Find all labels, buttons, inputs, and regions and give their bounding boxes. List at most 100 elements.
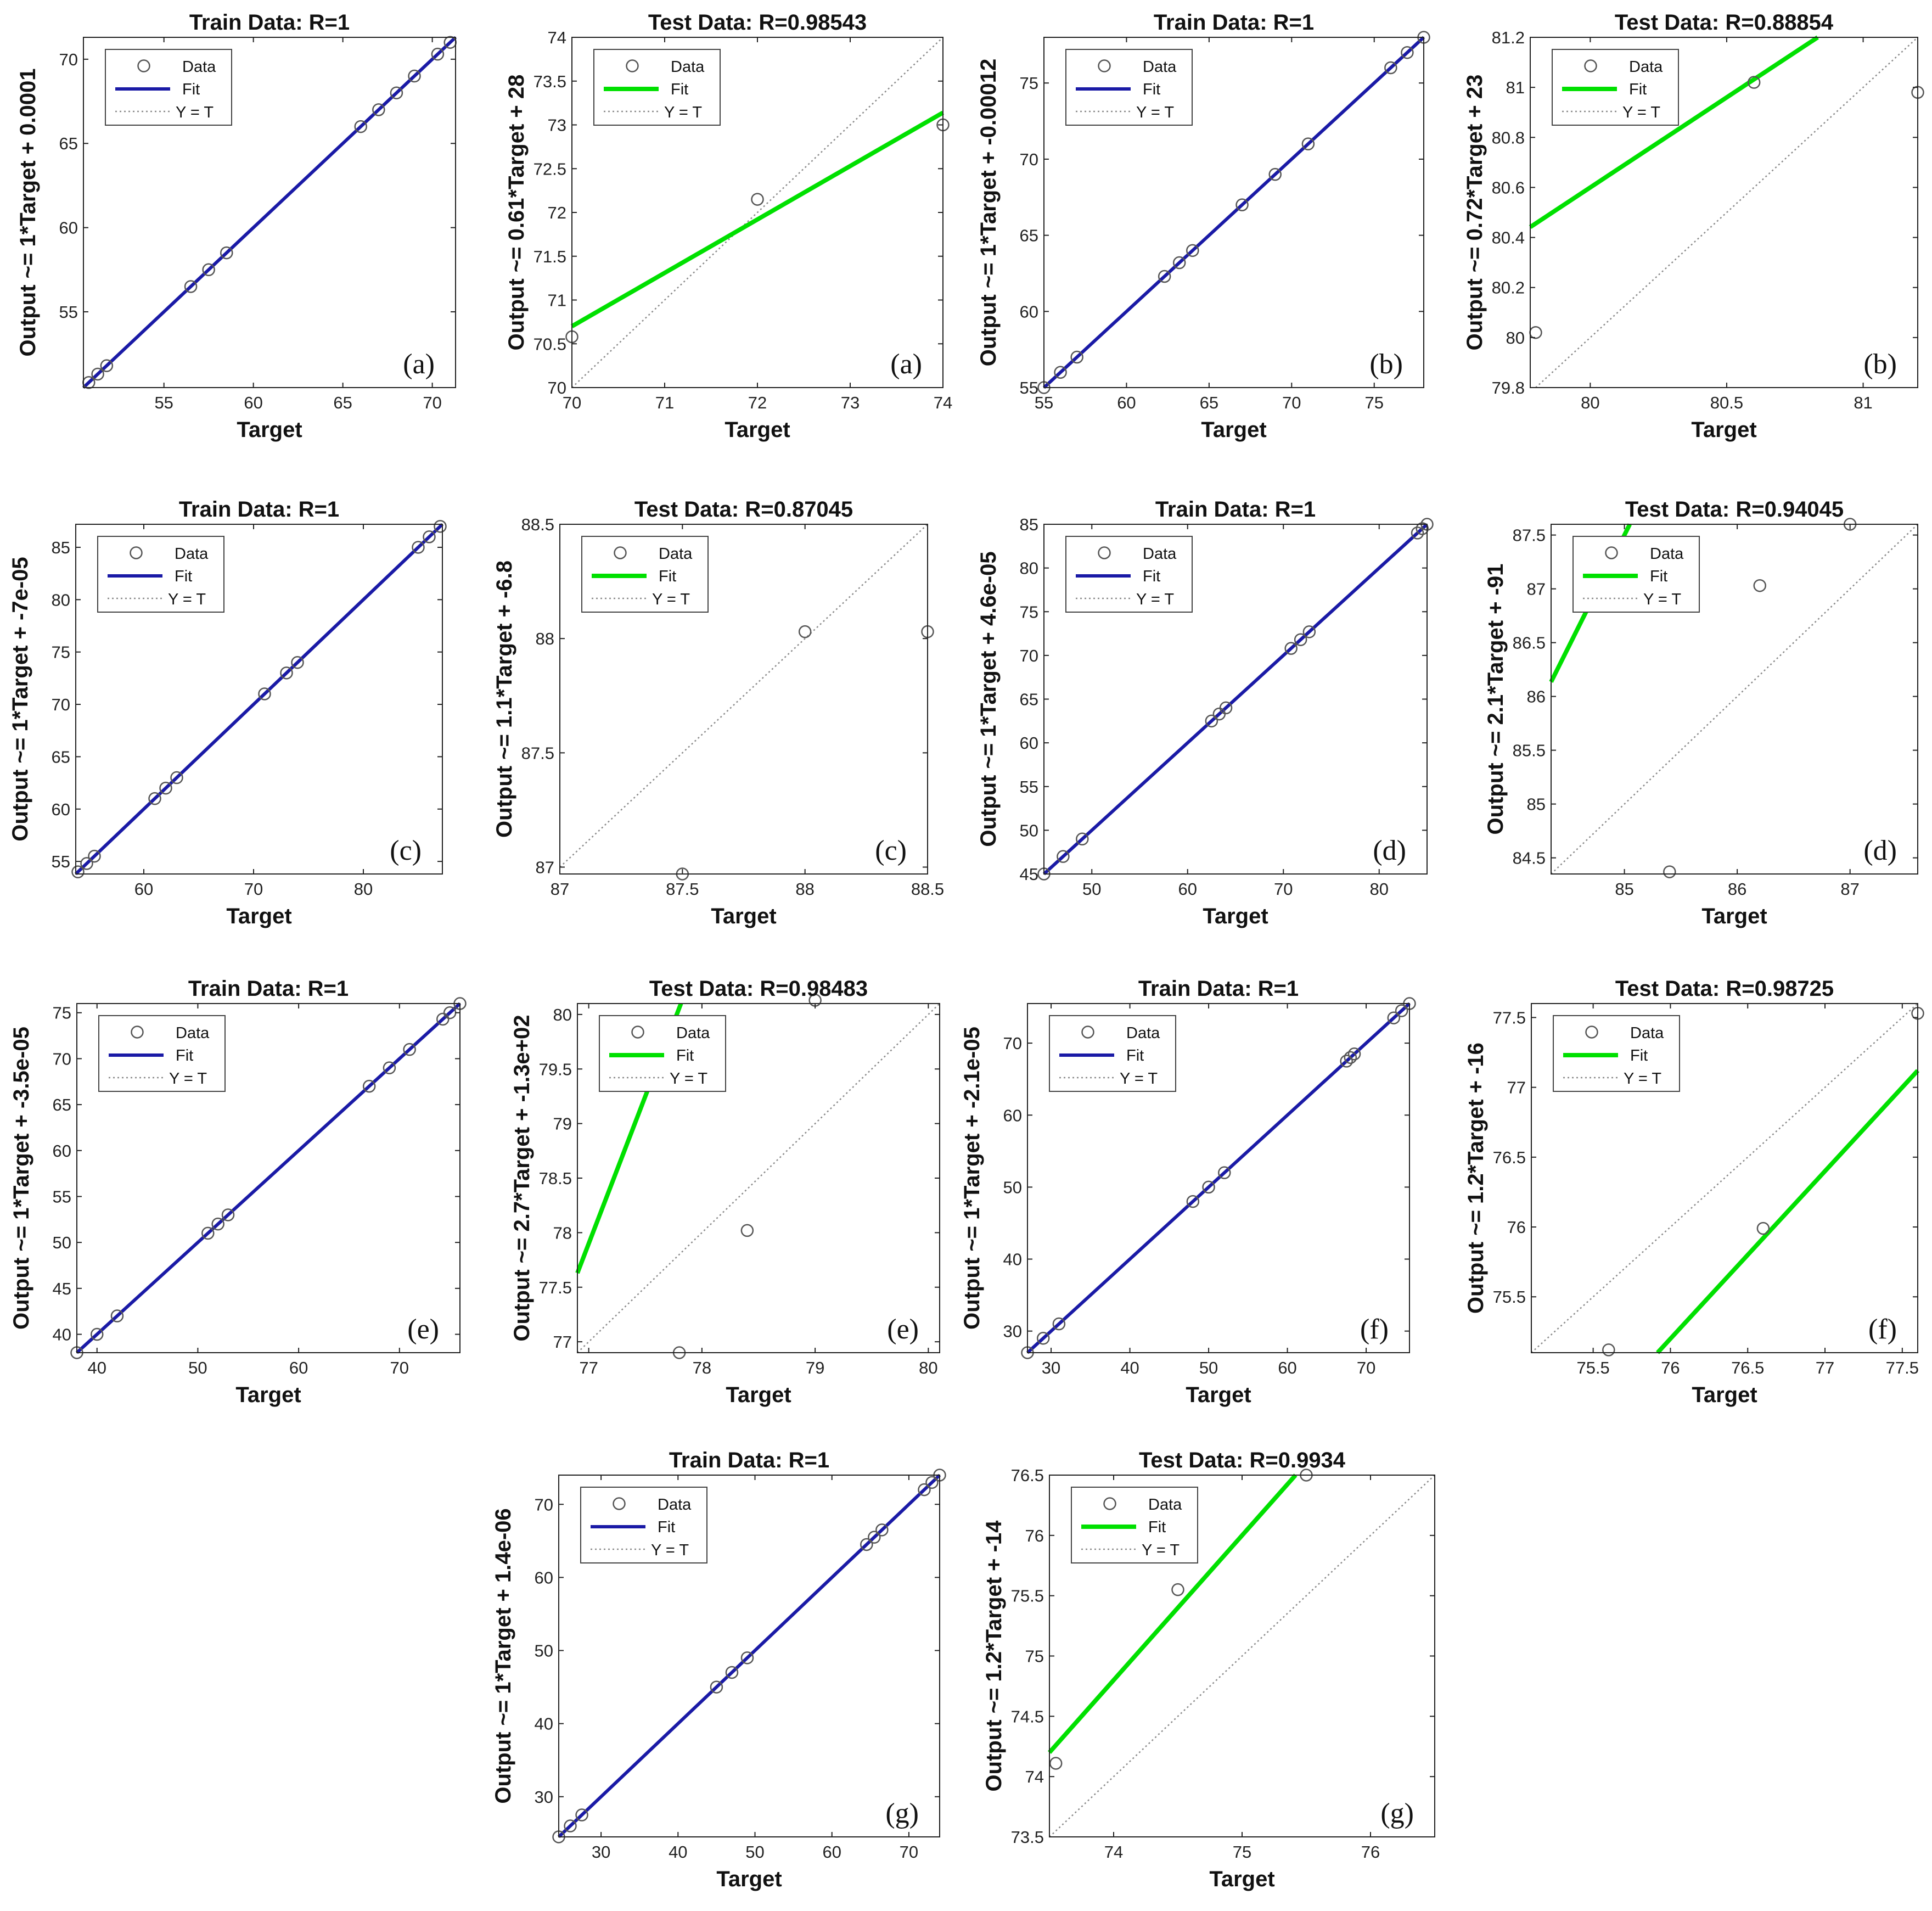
y-tick-label: 80.8: [1492, 128, 1525, 147]
y-tick-label: 80: [52, 590, 70, 609]
y-tick-label: 55: [1020, 777, 1038, 797]
legend-label-data: Data: [1629, 58, 1663, 76]
y-tick-label: 55: [52, 852, 70, 871]
x-tick-label: 70: [563, 393, 581, 412]
y-axis-label: Output ~= 1.1*Target + -6.8: [492, 561, 516, 838]
legend-label-identity: Y = T: [1643, 591, 1681, 608]
y-tick-label: 87: [1527, 580, 1546, 599]
y-tick-label: 75: [52, 643, 70, 662]
data-point: [1172, 256, 1186, 270]
x-tick-label: 74: [1104, 1842, 1123, 1862]
x-tick-label: 87.5: [666, 879, 699, 899]
data-point: [383, 1061, 396, 1074]
legend-label-fit: Fit: [676, 1047, 694, 1064]
x-tick-label: 80: [354, 879, 373, 899]
identity-line: [577, 1003, 940, 1353]
identity-line: [1049, 1475, 1435, 1837]
data-point: [291, 655, 304, 669]
legend-label-fit: Fit: [175, 568, 192, 585]
y-tick-label: 81.2: [1492, 28, 1525, 47]
data-point: [211, 1217, 224, 1231]
legend-label-data: Data: [1143, 58, 1177, 76]
axes-box: [1531, 1003, 1918, 1353]
legend: Data Fit Y = T: [593, 49, 721, 126]
legend-label-identity: Y = T: [1120, 1070, 1158, 1088]
chart-title: Test Data: R=0.98725: [1615, 977, 1834, 1001]
x-tick-label: 79: [806, 1358, 824, 1377]
legend-label-data: Data: [659, 545, 693, 563]
x-tick-label: 40: [669, 1842, 687, 1862]
data-point: [875, 1523, 889, 1537]
legend-marker-data: [1605, 546, 1618, 559]
x-tick-label: 80.5: [1710, 393, 1743, 412]
legend-marker-data: [631, 1025, 644, 1039]
fit-line: [74, 523, 444, 876]
y-tick-label: 74: [548, 28, 566, 47]
legend: Data Fit Y = T: [599, 1015, 726, 1092]
panel-label: (b): [1863, 349, 1897, 380]
data-point: [1235, 198, 1249, 211]
chart-panel: 70 71 72 73 74 70 70.5 71 71.5 72 72.5 73 73.5 74 Test…: [504, 10, 952, 442]
legend: Data Fit Y = T: [1552, 49, 1679, 126]
data-point: [434, 520, 447, 533]
chart-panel: 80 80.5 81 79.8 80 80.2 80.4 80.6 80.8 81 81.2 Test…: [1463, 10, 1924, 442]
x-axis-label: Target: [1692, 1383, 1757, 1407]
y-tick-label: 55: [1020, 378, 1038, 397]
x-axis-label: Target: [1701, 904, 1767, 928]
x-axis-label: Target: [724, 418, 790, 442]
y-axis-label: Output ~= 1*Target + -0.00012: [976, 59, 1001, 367]
data-point: [1347, 1047, 1361, 1061]
x-axis-label: Target: [237, 418, 302, 442]
data-point: [740, 1224, 754, 1237]
legend-label-data: Data: [676, 1024, 710, 1042]
y-tick-label: 75: [1020, 74, 1038, 93]
x-tick-label: 88.5: [911, 879, 944, 899]
data-point: [798, 625, 812, 638]
y-tick-label: 50: [535, 1641, 553, 1661]
x-axis-label: Target: [716, 1867, 782, 1891]
identity-line: [571, 37, 943, 388]
y-tick-label: 80.2: [1492, 278, 1525, 298]
data-point: [354, 120, 367, 133]
legend-label-data: Data: [671, 58, 705, 76]
y-tick-label: 70: [53, 1049, 71, 1068]
y-tick-label: 85: [1020, 515, 1038, 534]
legend-label-data: Data: [1148, 1496, 1182, 1514]
y-tick-label: 86: [1527, 687, 1546, 707]
x-tick-label: 65: [1200, 393, 1218, 412]
legend-marker-data: [1103, 1497, 1116, 1510]
x-axis-label: Target: [1186, 1383, 1251, 1407]
y-tick-label: 75.5: [1493, 1287, 1526, 1307]
x-tick-label: 65: [333, 393, 352, 412]
legend: Data Fit Y = T: [1572, 536, 1700, 613]
fit-line: [571, 110, 944, 328]
data-point: [1340, 1055, 1353, 1068]
legend-label-fit: Fit: [1143, 568, 1160, 585]
y-tick-label: 76: [1025, 1526, 1044, 1545]
legend: Data Fit Y = T: [1071, 1487, 1198, 1563]
y-axis-label: Output ~= 2.7*Target + -1.3e+02: [510, 1015, 534, 1341]
fit-line: [1042, 523, 1429, 876]
data-point: [1284, 642, 1298, 655]
x-tick-label: 55: [1035, 393, 1053, 412]
chart-title: Test Data: R=0.98483: [649, 977, 868, 1001]
y-tick-label: 81: [1506, 78, 1525, 97]
data-point: [412, 541, 425, 554]
y-axis-label: Output ~= 1*Target + -7e-05: [8, 557, 32, 841]
x-axis-label: Target: [226, 904, 291, 928]
panel-label: (c): [390, 835, 422, 866]
legend: Data Fit Y = T: [1553, 1015, 1680, 1092]
x-tick-label: 70: [1274, 879, 1293, 899]
chart-panel: 50 60 70 80 45 50 55 60 65 70 75 80 85 Train Data: R=…: [976, 497, 1434, 928]
y-tick-label: 78: [553, 1223, 572, 1242]
data-point: [868, 1531, 881, 1544]
legend-label-fit: Fit: [658, 1518, 675, 1536]
x-tick-label: 87: [551, 879, 569, 899]
y-tick-label: 77: [1507, 1078, 1526, 1097]
chart-title: Train Data: R=1: [179, 497, 339, 522]
y-tick-label: 55: [59, 302, 78, 322]
x-tick-label: 76: [1361, 1842, 1380, 1862]
x-tick-label: 76: [1661, 1358, 1680, 1377]
data-point: [80, 857, 93, 870]
y-tick-label: 72: [548, 203, 566, 222]
